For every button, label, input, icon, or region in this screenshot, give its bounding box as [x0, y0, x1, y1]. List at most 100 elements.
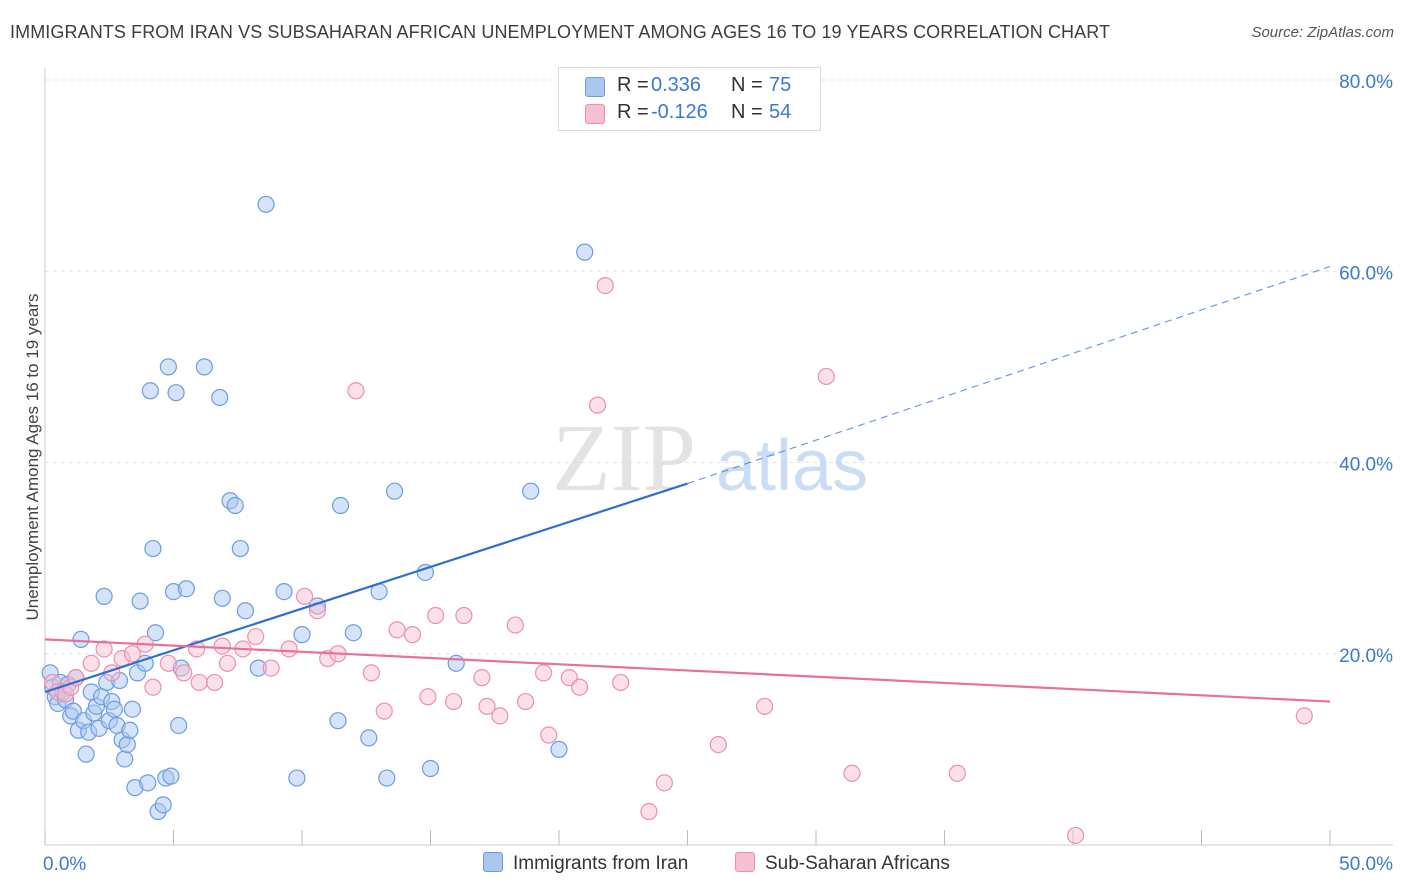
- iran-point: [146, 624, 165, 642]
- y-tick-label: 20.0%: [1339, 646, 1393, 667]
- iran-point: [257, 195, 275, 213]
- legend-r-label: R =: [617, 74, 649, 96]
- subsaharan-point: [473, 669, 491, 687]
- y-tick-label: 60.0%: [1339, 263, 1393, 284]
- legend-row-iran: R = 0.336 N = 75: [559, 74, 820, 100]
- iran-point: [154, 796, 172, 814]
- subsaharan-point: [95, 640, 113, 658]
- subsaharan-point: [640, 802, 658, 821]
- iran-point: [170, 716, 188, 735]
- iran-point: [329, 712, 347, 730]
- watermark-atlas: atlas: [716, 426, 868, 506]
- subsaharan-point: [948, 764, 966, 782]
- subsaharan-point: [1295, 707, 1313, 725]
- bottom-legend-iran: Immigrants from Iran: [483, 852, 688, 875]
- iran-point: [447, 654, 465, 672]
- bottom-legend-swatch-iran: [483, 852, 503, 872]
- x-tick-label: 0.0%: [43, 854, 86, 875]
- subsaharan-point: [1066, 826, 1085, 845]
- y-tick-label: 40.0%: [1339, 455, 1393, 476]
- axes: [44, 68, 1393, 846]
- iran-point: [385, 482, 404, 500]
- subsaharan-point: [506, 616, 524, 634]
- subsaharan-point: [419, 688, 437, 706]
- iran-point: [105, 700, 123, 718]
- subsaharan-point: [295, 587, 314, 605]
- iran-point: [177, 580, 195, 598]
- iran-point: [123, 700, 141, 718]
- subsaharan-point: [570, 678, 589, 696]
- subsaharan-point: [817, 367, 835, 386]
- watermark-zip: ZIP: [552, 404, 696, 511]
- legend-row-subsaharan: R = -0.126 N = 54: [559, 101, 820, 127]
- subsaharan-point: [280, 640, 298, 658]
- iran-point: [116, 750, 134, 768]
- trend-line-iran: [44, 482, 688, 694]
- subsaharan-point: [455, 606, 473, 625]
- legend-n-label: N =: [731, 74, 763, 96]
- subsaharan-point: [347, 382, 365, 400]
- subsaharan-point: [843, 764, 861, 782]
- iran-point: [72, 630, 90, 649]
- iran-point: [139, 774, 157, 792]
- iran-point: [378, 769, 396, 787]
- iran-point: [77, 745, 95, 763]
- subsaharan-point: [388, 621, 406, 639]
- iran-point: [162, 767, 180, 785]
- iran-point: [211, 388, 229, 407]
- iran-point: [293, 626, 311, 644]
- subsaharan-point: [213, 637, 231, 655]
- trend-line-iran-extension: [687, 265, 1331, 485]
- subsaharan-point: [262, 659, 280, 677]
- iran-point: [288, 769, 306, 787]
- tick-labels: 20.0% 40.0% 60.0% 80.0% 0.0% 50.0%: [43, 72, 1393, 875]
- subsaharan-point: [362, 664, 380, 682]
- subsaharan-point: [247, 627, 265, 646]
- subsaharan-point: [175, 664, 193, 682]
- subsaharan-point: [159, 654, 177, 672]
- chart-title: IMMIGRANTS FROM IRAN VS SUBSAHARAN AFRIC…: [10, 22, 1111, 42]
- subsaharan-point: [596, 276, 614, 295]
- subsaharan-point: [375, 702, 393, 720]
- subsaharan-point: [588, 396, 607, 414]
- iran-point: [141, 382, 159, 400]
- x-tick-label: 50.0%: [1339, 854, 1393, 875]
- y-tick-label: 80.0%: [1339, 72, 1393, 93]
- iran-point: [95, 587, 113, 605]
- trend-lines: [44, 265, 1331, 703]
- subsaharan-point: [612, 673, 630, 692]
- y-axis-label: Unemployment Among Ages 16 to 19 years: [23, 294, 42, 621]
- legend-n-label: N =: [731, 101, 763, 123]
- legend-r-value: 0.336: [651, 74, 702, 96]
- bottom-legend-label-subsaharan: Sub-Saharan Africans: [765, 853, 950, 874]
- bottom-legend-swatch-subsaharan: [735, 852, 755, 872]
- chart-source: Source: ZipAtlas.com: [1251, 24, 1394, 41]
- iran-point: [421, 759, 440, 778]
- iran-point: [344, 624, 362, 642]
- subsaharan-point: [403, 626, 422, 644]
- iran-point: [275, 582, 293, 601]
- subsaharan-point: [427, 606, 445, 625]
- grid-lines: [45, 79, 1393, 655]
- legend-n-value: 54: [769, 101, 792, 123]
- subsaharan-point: [709, 735, 727, 754]
- subsaharan-point: [478, 697, 496, 715]
- iran-point: [167, 384, 185, 402]
- iran-point: [231, 539, 249, 558]
- iran-point: [195, 358, 213, 376]
- subsaharan-point: [540, 726, 558, 744]
- iran-point: [236, 602, 255, 620]
- subsaharan-point: [82, 654, 100, 672]
- iran-point: [121, 721, 139, 739]
- subsaharan-point: [190, 673, 208, 692]
- legend-swatch-subsaharan: [585, 104, 605, 124]
- iran-point: [331, 496, 350, 515]
- bottom-legend-subsaharan: Sub-Saharan Africans: [735, 852, 950, 875]
- subsaharan-point: [491, 707, 509, 725]
- subsaharan-point: [206, 673, 224, 692]
- bottom-legend-label-iran: Immigrants from Iran: [513, 853, 689, 874]
- legend: R = 0.336 N = 75 R = -0.126 N = 54: [558, 67, 821, 131]
- iran-point: [118, 735, 136, 754]
- legend-r-value: -0.126: [651, 101, 708, 123]
